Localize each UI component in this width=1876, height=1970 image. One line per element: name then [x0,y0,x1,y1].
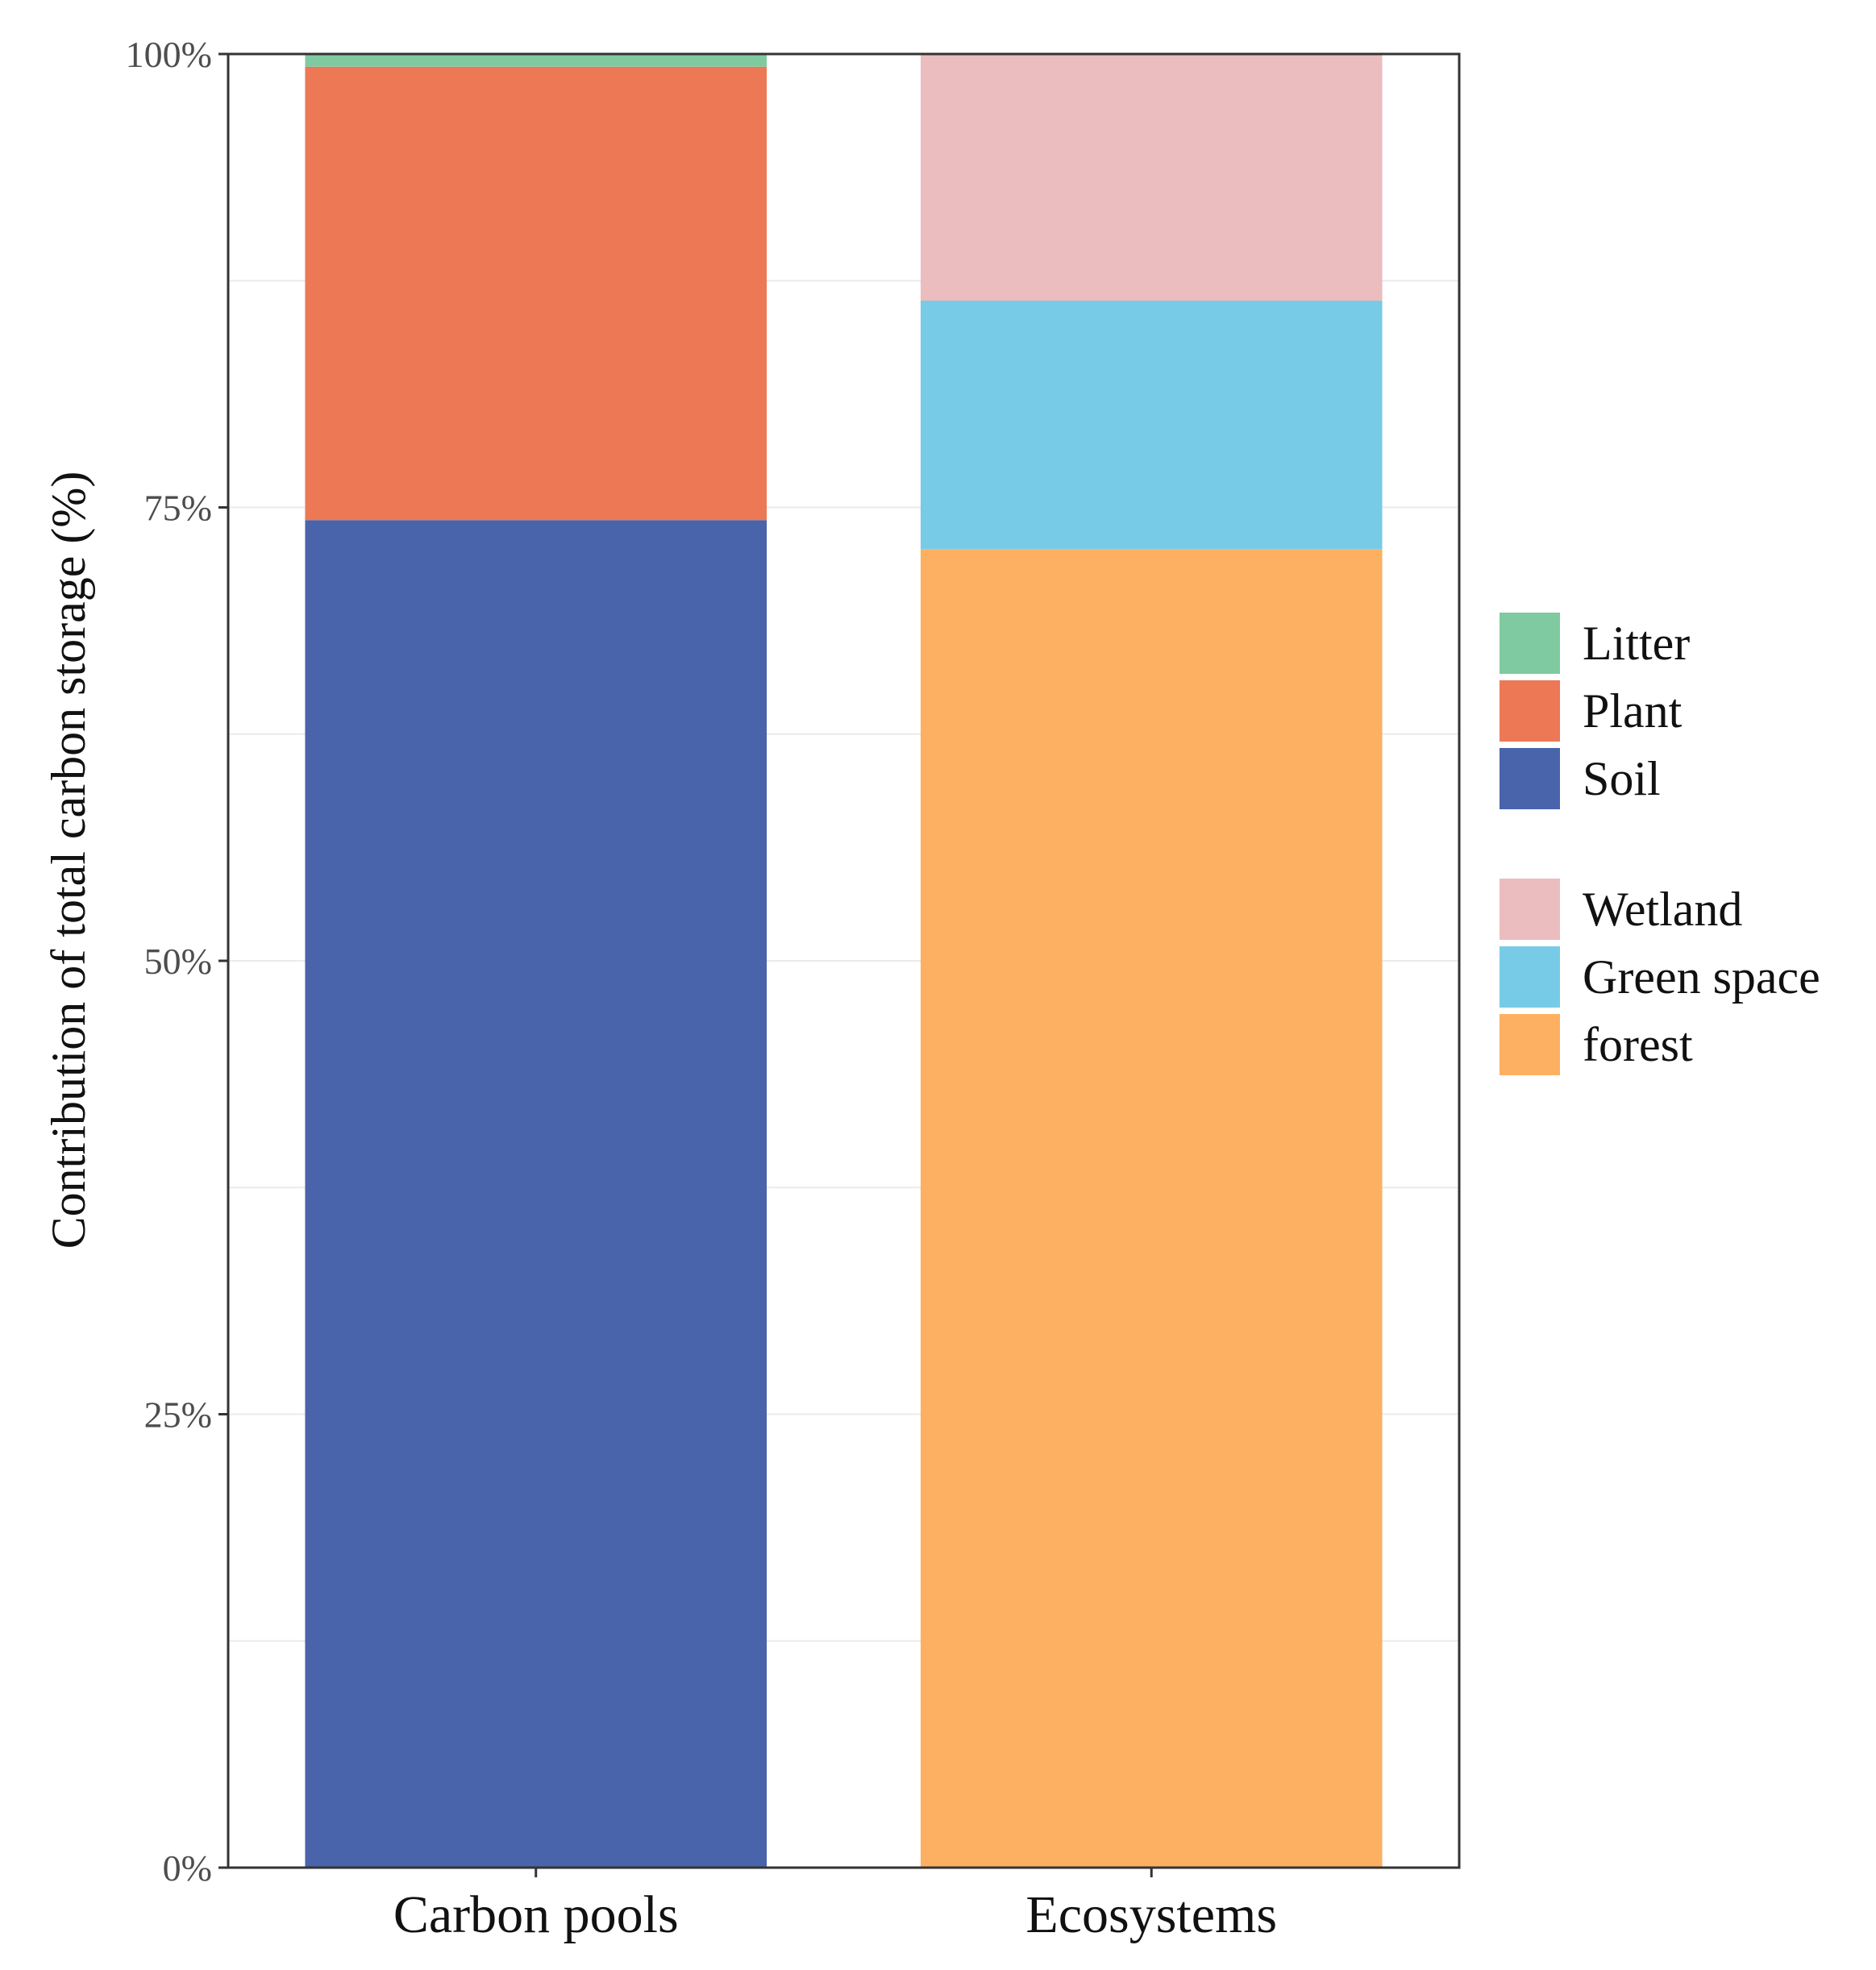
legend-key-litter [1500,613,1560,674]
x-category-label: Carbon pools [393,1885,679,1944]
y-tick-label: 50% [144,941,212,982]
legend-key-forest [1500,1014,1560,1075]
bar-ecosystems-wetland [920,54,1383,301]
legend-label-litter: Litter [1583,617,1690,670]
bar-ecosystems-forest [920,549,1383,1868]
legend-key-green-space [1500,946,1560,1008]
x-category-label: Ecosystems [1025,1885,1277,1944]
legend-key-wetland [1500,879,1560,940]
legend-key-plant [1500,680,1560,742]
bars [305,54,1383,1868]
y-tick-label: 75% [144,488,212,529]
legend-label-forest: forest [1583,1018,1693,1071]
axes: 0% 25% 50% 75% 100% Carbon pools Ecosystems [126,34,1277,1944]
legend-label-green-space: Green space [1583,950,1820,1004]
y-axis-title: Contribution of total carbon storage (%) [42,472,95,1249]
bar-carbon-pools-litter [305,54,767,67]
bar-carbon-pools-soil [305,520,767,1868]
y-tick-label: 25% [144,1394,212,1436]
legend-label-soil: Soil [1583,752,1661,805]
legend-key-soil [1500,748,1560,809]
legend-label-plant: Plant [1583,684,1683,738]
bar-carbon-pools-plant [305,66,767,521]
legend-label-wetland: Wetland [1583,883,1742,936]
legend: Litter Plant Soil Wetland Green space forest [1500,613,1820,1075]
y-tick-label: 0% [163,1847,212,1889]
bar-ecosystems-green-space [920,301,1383,550]
y-tick-label: 100% [126,34,212,75]
